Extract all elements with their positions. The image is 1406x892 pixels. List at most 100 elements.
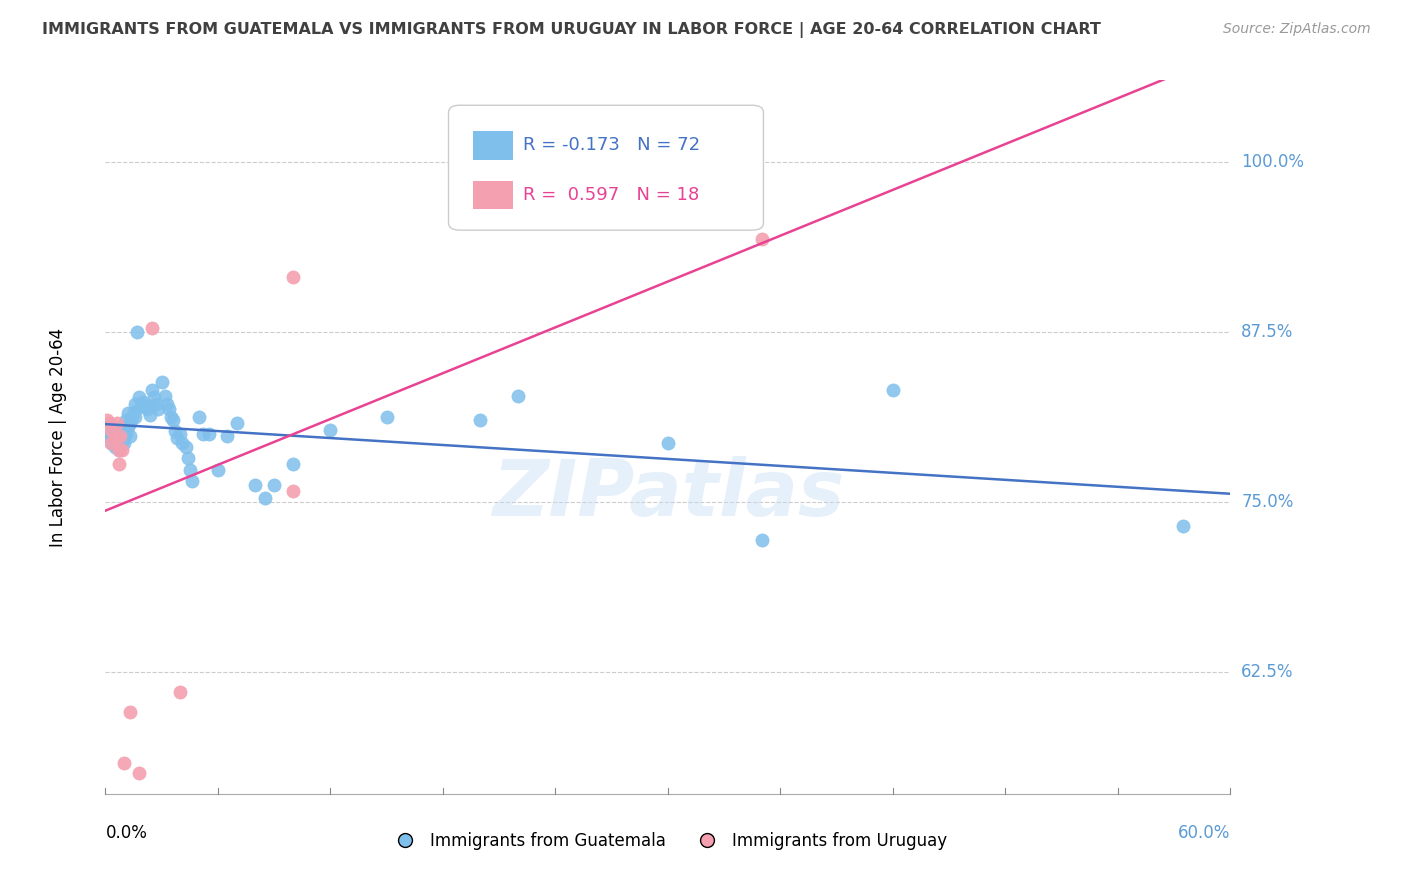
- Point: [751, 232, 773, 246]
- Legend: Immigrants from Guatemala, Immigrants from Uruguay: Immigrants from Guatemala, Immigrants fr…: [381, 826, 955, 857]
- Text: 0.0%: 0.0%: [105, 824, 148, 842]
- Point: [217, 429, 239, 443]
- Point: [281, 270, 304, 285]
- Point: [112, 436, 135, 450]
- Point: [110, 429, 132, 443]
- Text: In Labor Force | Age 20-64: In Labor Force | Age 20-64: [49, 327, 67, 547]
- Point: [105, 436, 128, 450]
- Point: [751, 533, 773, 547]
- Point: [112, 756, 135, 770]
- Point: [100, 423, 122, 437]
- Text: R = -0.173   N = 72: R = -0.173 N = 72: [523, 136, 700, 154]
- Text: 60.0%: 60.0%: [1178, 824, 1230, 842]
- Point: [115, 413, 138, 427]
- Point: [104, 431, 127, 445]
- Point: [115, 426, 138, 441]
- Point: [128, 766, 150, 780]
- Text: 100.0%: 100.0%: [1241, 153, 1305, 171]
- Point: [105, 424, 128, 438]
- Point: [506, 389, 529, 403]
- Point: [100, 426, 122, 441]
- Point: [191, 426, 214, 441]
- Point: [141, 320, 163, 334]
- Point: [124, 410, 146, 425]
- Point: [150, 375, 173, 389]
- Point: [111, 434, 134, 449]
- Point: [141, 383, 163, 397]
- Point: [118, 416, 141, 430]
- Point: [157, 402, 180, 417]
- Text: IMMIGRANTS FROM GUATEMALA VS IMMIGRANTS FROM URUGUAY IN LABOR FORCE | AGE 20-64 : IMMIGRANTS FROM GUATEMALA VS IMMIGRANTS …: [42, 22, 1101, 38]
- Point: [127, 325, 149, 339]
- Point: [128, 390, 150, 404]
- Point: [111, 418, 134, 433]
- Point: [253, 491, 276, 505]
- Point: [121, 410, 143, 425]
- Text: 62.5%: 62.5%: [1241, 663, 1294, 681]
- Point: [882, 383, 904, 397]
- Point: [1173, 519, 1195, 533]
- Point: [134, 400, 156, 414]
- Point: [146, 402, 169, 417]
- Point: [96, 426, 118, 441]
- Point: [100, 436, 122, 450]
- Text: 87.5%: 87.5%: [1241, 323, 1294, 341]
- Point: [155, 389, 177, 403]
- Point: [132, 395, 155, 409]
- Point: [104, 440, 127, 454]
- Point: [118, 429, 141, 443]
- Point: [101, 426, 124, 441]
- Point: [281, 457, 304, 471]
- FancyBboxPatch shape: [474, 131, 513, 160]
- Point: [197, 426, 219, 441]
- Point: [112, 426, 135, 441]
- Point: [281, 483, 304, 498]
- Point: [657, 436, 679, 450]
- Point: [143, 390, 166, 404]
- Point: [110, 426, 132, 441]
- Point: [135, 402, 157, 417]
- Point: [188, 410, 211, 425]
- Point: [107, 432, 129, 446]
- Point: [122, 405, 145, 419]
- Point: [207, 463, 229, 477]
- Point: [101, 436, 124, 450]
- Point: [98, 416, 121, 430]
- FancyBboxPatch shape: [474, 181, 513, 210]
- Point: [375, 410, 398, 425]
- Point: [172, 436, 194, 450]
- Point: [166, 431, 188, 445]
- Text: R =  0.597   N = 18: R = 0.597 N = 18: [523, 186, 699, 204]
- Point: [163, 424, 186, 438]
- Text: 75.0%: 75.0%: [1241, 492, 1294, 510]
- Point: [107, 442, 129, 457]
- Point: [319, 423, 342, 437]
- Point: [111, 442, 134, 457]
- Point: [160, 410, 183, 425]
- Point: [124, 397, 146, 411]
- Point: [156, 397, 179, 411]
- Point: [139, 408, 162, 422]
- Point: [162, 413, 184, 427]
- Point: [225, 416, 247, 430]
- Point: [104, 429, 127, 443]
- Point: [470, 413, 492, 427]
- Point: [105, 416, 128, 430]
- Point: [117, 406, 139, 420]
- Point: [118, 706, 141, 720]
- Point: [107, 442, 129, 457]
- Point: [180, 475, 202, 489]
- Point: [96, 413, 118, 427]
- Point: [138, 400, 160, 414]
- Point: [263, 478, 285, 492]
- Point: [145, 397, 167, 411]
- Text: ZIPatlas: ZIPatlas: [492, 456, 844, 533]
- Point: [177, 451, 200, 466]
- Point: [100, 436, 122, 450]
- Point: [174, 440, 197, 454]
- Point: [117, 420, 139, 434]
- Point: [129, 400, 152, 414]
- Point: [98, 429, 121, 443]
- Point: [169, 685, 191, 699]
- FancyBboxPatch shape: [449, 105, 763, 230]
